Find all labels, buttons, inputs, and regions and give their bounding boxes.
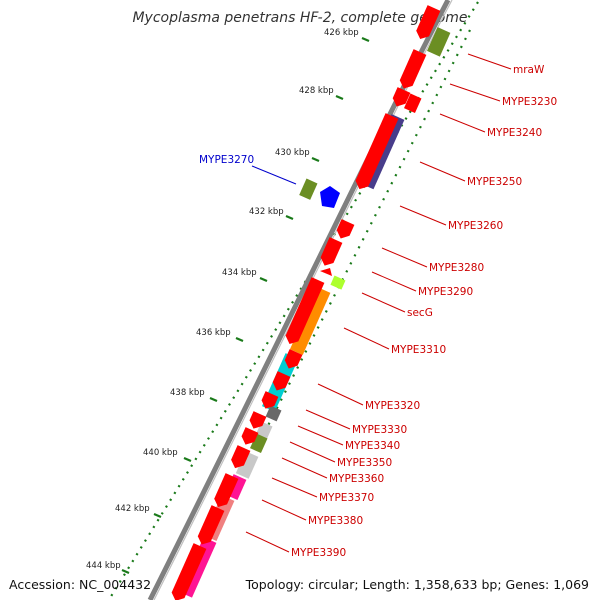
- tick-label: 442 kbp: [115, 504, 150, 514]
- tick-mark: [235, 336, 244, 343]
- gene-label-mype3320[interactable]: MYPE3320: [365, 400, 420, 412]
- leader-line: [399, 205, 447, 226]
- leader-line: [361, 292, 406, 313]
- tick-track: [109, 1, 479, 599]
- gene-label-mype3290[interactable]: MYPE3290: [418, 286, 473, 298]
- tick-mark: [311, 156, 320, 163]
- gene-label-mype3360[interactable]: MYPE3360: [329, 473, 384, 485]
- gene-label-mype3350[interactable]: MYPE3350: [337, 457, 392, 469]
- tick-mark: [361, 36, 370, 43]
- ticks-layer: 426 kbp 428 kbp 430 kbp 432 kbp 434 kbp 436 k…: [86, 28, 370, 575]
- leader-line: [343, 327, 390, 350]
- tick-label: 426 kbp: [324, 28, 359, 38]
- gene-label-mype3390[interactable]: MYPE3390: [291, 547, 346, 559]
- gene-label-mype3330[interactable]: MYPE3330: [352, 424, 407, 436]
- gene-arrow[interactable]: [353, 113, 399, 192]
- gene-block-mype3310[interactable]: [289, 287, 331, 355]
- gene-block-mype3270[interactable]: [320, 186, 340, 208]
- genes-layer: [169, 5, 451, 600]
- gene-label-mype3340[interactable]: MYPE3340: [345, 440, 400, 452]
- tick-label: 438 kbp: [170, 388, 205, 398]
- leader-line: [261, 499, 307, 521]
- gene-block-olive[interactable]: [299, 178, 318, 200]
- leader-line: [439, 113, 486, 133]
- tick-mark: [209, 396, 218, 403]
- tick-label: 434 kbp: [222, 268, 257, 278]
- gene-arrow[interactable]: [390, 87, 411, 109]
- leader-line: [467, 53, 512, 70]
- leader-line: [297, 425, 344, 446]
- gene-arrow[interactable]: [282, 349, 303, 371]
- tick-label: 430 kbp: [275, 148, 310, 158]
- leader-line: [281, 457, 328, 479]
- gene-arrow[interactable]: [270, 371, 291, 393]
- tick-mark: [183, 456, 192, 463]
- gene-label-mype3240[interactable]: MYPE3240: [487, 127, 542, 139]
- tick-label: 444 kbp: [86, 561, 121, 571]
- gene-label-mype3230[interactable]: MYPE3230: [502, 96, 557, 108]
- tick-mark: [121, 568, 130, 575]
- gene-arrow-small[interactable]: [320, 268, 332, 276]
- gene-arrow[interactable]: [229, 445, 251, 471]
- tick-label: 428 kbp: [299, 86, 334, 96]
- leader-line: [371, 271, 417, 292]
- gene-label-mype3260[interactable]: MYPE3260: [448, 220, 503, 232]
- leader-line: [289, 441, 336, 463]
- gene-label-mype3270[interactable]: MYPE3270: [199, 154, 254, 166]
- gene-label-mype3310[interactable]: MYPE3310: [391, 344, 446, 356]
- gene-arrow[interactable]: [212, 473, 239, 510]
- topology-text: Topology: circular; Length: 1,358,633 bp…: [245, 577, 589, 592]
- leader-line: [317, 383, 364, 406]
- gene-label-mype3280[interactable]: MYPE3280: [429, 262, 484, 274]
- gene-arrow[interactable]: [169, 543, 207, 600]
- leader-line: [245, 531, 290, 553]
- gene-block-mraw[interactable]: [427, 27, 451, 57]
- leader-line: [271, 477, 318, 498]
- map-title: Mycoplasma penetrans HF-2, complete geno…: [132, 10, 467, 26]
- gene-arrow[interactable]: [259, 391, 279, 411]
- gene-label-secg[interactable]: secG: [407, 307, 433, 319]
- gene-block-mype3240[interactable]: [404, 93, 422, 114]
- accession-text: Accession: NC_004432: [9, 577, 152, 592]
- tick-mark: [285, 214, 294, 221]
- leader-line-mype3270: [251, 165, 297, 185]
- labels-layer: mraW MYPE3230 MYPE3240 MYPE3250 MYPE3260 MYPE…: [199, 53, 557, 559]
- gene-arrow[interactable]: [247, 411, 267, 431]
- tick-mark: [335, 94, 344, 101]
- gene-label-mype3370[interactable]: MYPE3370: [319, 492, 374, 504]
- gene-label-mype3380[interactable]: MYPE3380: [308, 515, 363, 527]
- tick-mark: [153, 512, 162, 519]
- leader-line: [305, 409, 351, 430]
- gene-arrow[interactable]: [414, 5, 441, 42]
- gene-label-mype3250[interactable]: MYPE3250: [467, 176, 522, 188]
- tick-label: 432 kbp: [249, 207, 284, 217]
- gene-block-mype3330[interactable]: [265, 405, 282, 422]
- gene-label-mraw[interactable]: mraW: [513, 64, 545, 76]
- gene-block-mype3370[interactable]: [235, 451, 259, 479]
- leader-line: [381, 247, 428, 268]
- leader-line: [449, 83, 501, 102]
- gene-arrow[interactable]: [318, 237, 343, 268]
- gene-arrow[interactable]: [195, 505, 225, 547]
- tick-label: 440 kbp: [143, 448, 178, 458]
- tick-label: 436 kbp: [196, 328, 231, 338]
- gene-arrow[interactable]: [283, 277, 325, 347]
- gene-block-secg[interactable]: [330, 275, 346, 290]
- gene-arrow[interactable]: [239, 427, 259, 447]
- gene-arrow[interactable]: [334, 219, 355, 241]
- leader-line: [419, 161, 466, 182]
- gene-arrow[interactable]: [397, 49, 427, 91]
- tick-mark: [259, 276, 268, 283]
